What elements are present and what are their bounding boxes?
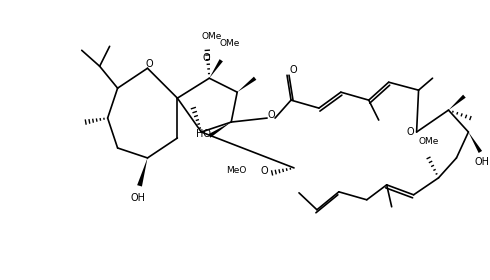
Text: O: O (146, 59, 153, 69)
Text: O: O (202, 53, 210, 63)
Text: OH: OH (475, 157, 490, 167)
Text: MeO: MeO (226, 166, 246, 175)
Text: OMe: OMe (418, 137, 439, 146)
Polygon shape (209, 59, 223, 78)
Polygon shape (208, 122, 231, 138)
Text: O: O (289, 65, 297, 75)
Polygon shape (448, 95, 466, 110)
Text: O: O (267, 110, 275, 120)
Text: O: O (407, 127, 415, 137)
Text: OMe: OMe (219, 39, 240, 48)
Text: OH: OH (130, 193, 145, 203)
Text: HO: HO (196, 129, 211, 139)
Text: OMe: OMe (201, 32, 221, 41)
Polygon shape (237, 77, 256, 92)
Text: O: O (260, 166, 268, 176)
Polygon shape (468, 132, 482, 153)
Polygon shape (137, 158, 147, 186)
